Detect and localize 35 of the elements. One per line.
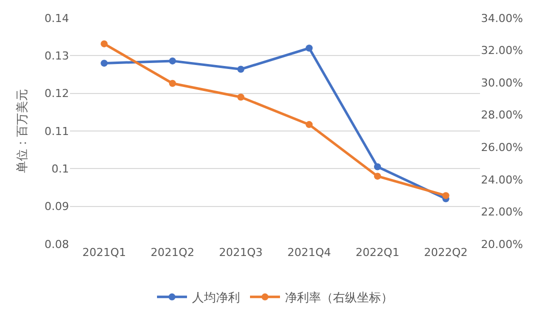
x-tick-label: 2022Q2 <box>424 246 468 259</box>
y-axis-title: 单位：百万美元 <box>14 89 29 173</box>
legend-label: 人均净利 <box>192 290 240 305</box>
y-tick-label: 0.13 <box>44 50 69 63</box>
y2-tick-label: 20.00% <box>481 238 523 251</box>
point <box>100 40 108 48</box>
y2-tick-label: 26.00% <box>481 140 523 154</box>
point <box>374 163 381 170</box>
legend-label: 净利率（右纵坐标） <box>285 290 393 305</box>
point <box>100 60 108 67</box>
y-tick-label: 0.12 <box>44 87 69 100</box>
y2-tick-label: 32.00% <box>481 44 523 58</box>
x-tick-label: 2021Q3 <box>219 246 263 259</box>
point <box>237 94 244 101</box>
y-tick-label: 0.11 <box>44 124 69 138</box>
point <box>442 192 450 200</box>
point <box>237 66 244 73</box>
y2-tick-label: 24.00% <box>481 173 523 186</box>
y-tick-label: 0.08 <box>44 238 69 251</box>
point <box>306 44 313 52</box>
y2-tick-label: 34.00% <box>481 12 523 25</box>
x-tick-label: 2022Q1 <box>356 246 400 259</box>
y-tick-label: 0.1 <box>52 162 69 176</box>
point <box>374 172 381 180</box>
y-tick-label: 0.14 <box>44 12 69 25</box>
x-tick-label: 2021Q2 <box>150 246 194 259</box>
y2-tick-label: 30.00% <box>481 76 523 90</box>
x-tick-label: 2021Q1 <box>82 246 126 259</box>
y-tick-label: 0.09 <box>44 200 69 214</box>
point <box>306 121 313 128</box>
y2-tick-label: 22.00% <box>481 206 523 219</box>
point <box>169 57 176 64</box>
x-tick-label: 2021Q4 <box>287 246 331 259</box>
point <box>169 80 176 87</box>
y2-tick-label: 28.00% <box>481 108 523 122</box>
